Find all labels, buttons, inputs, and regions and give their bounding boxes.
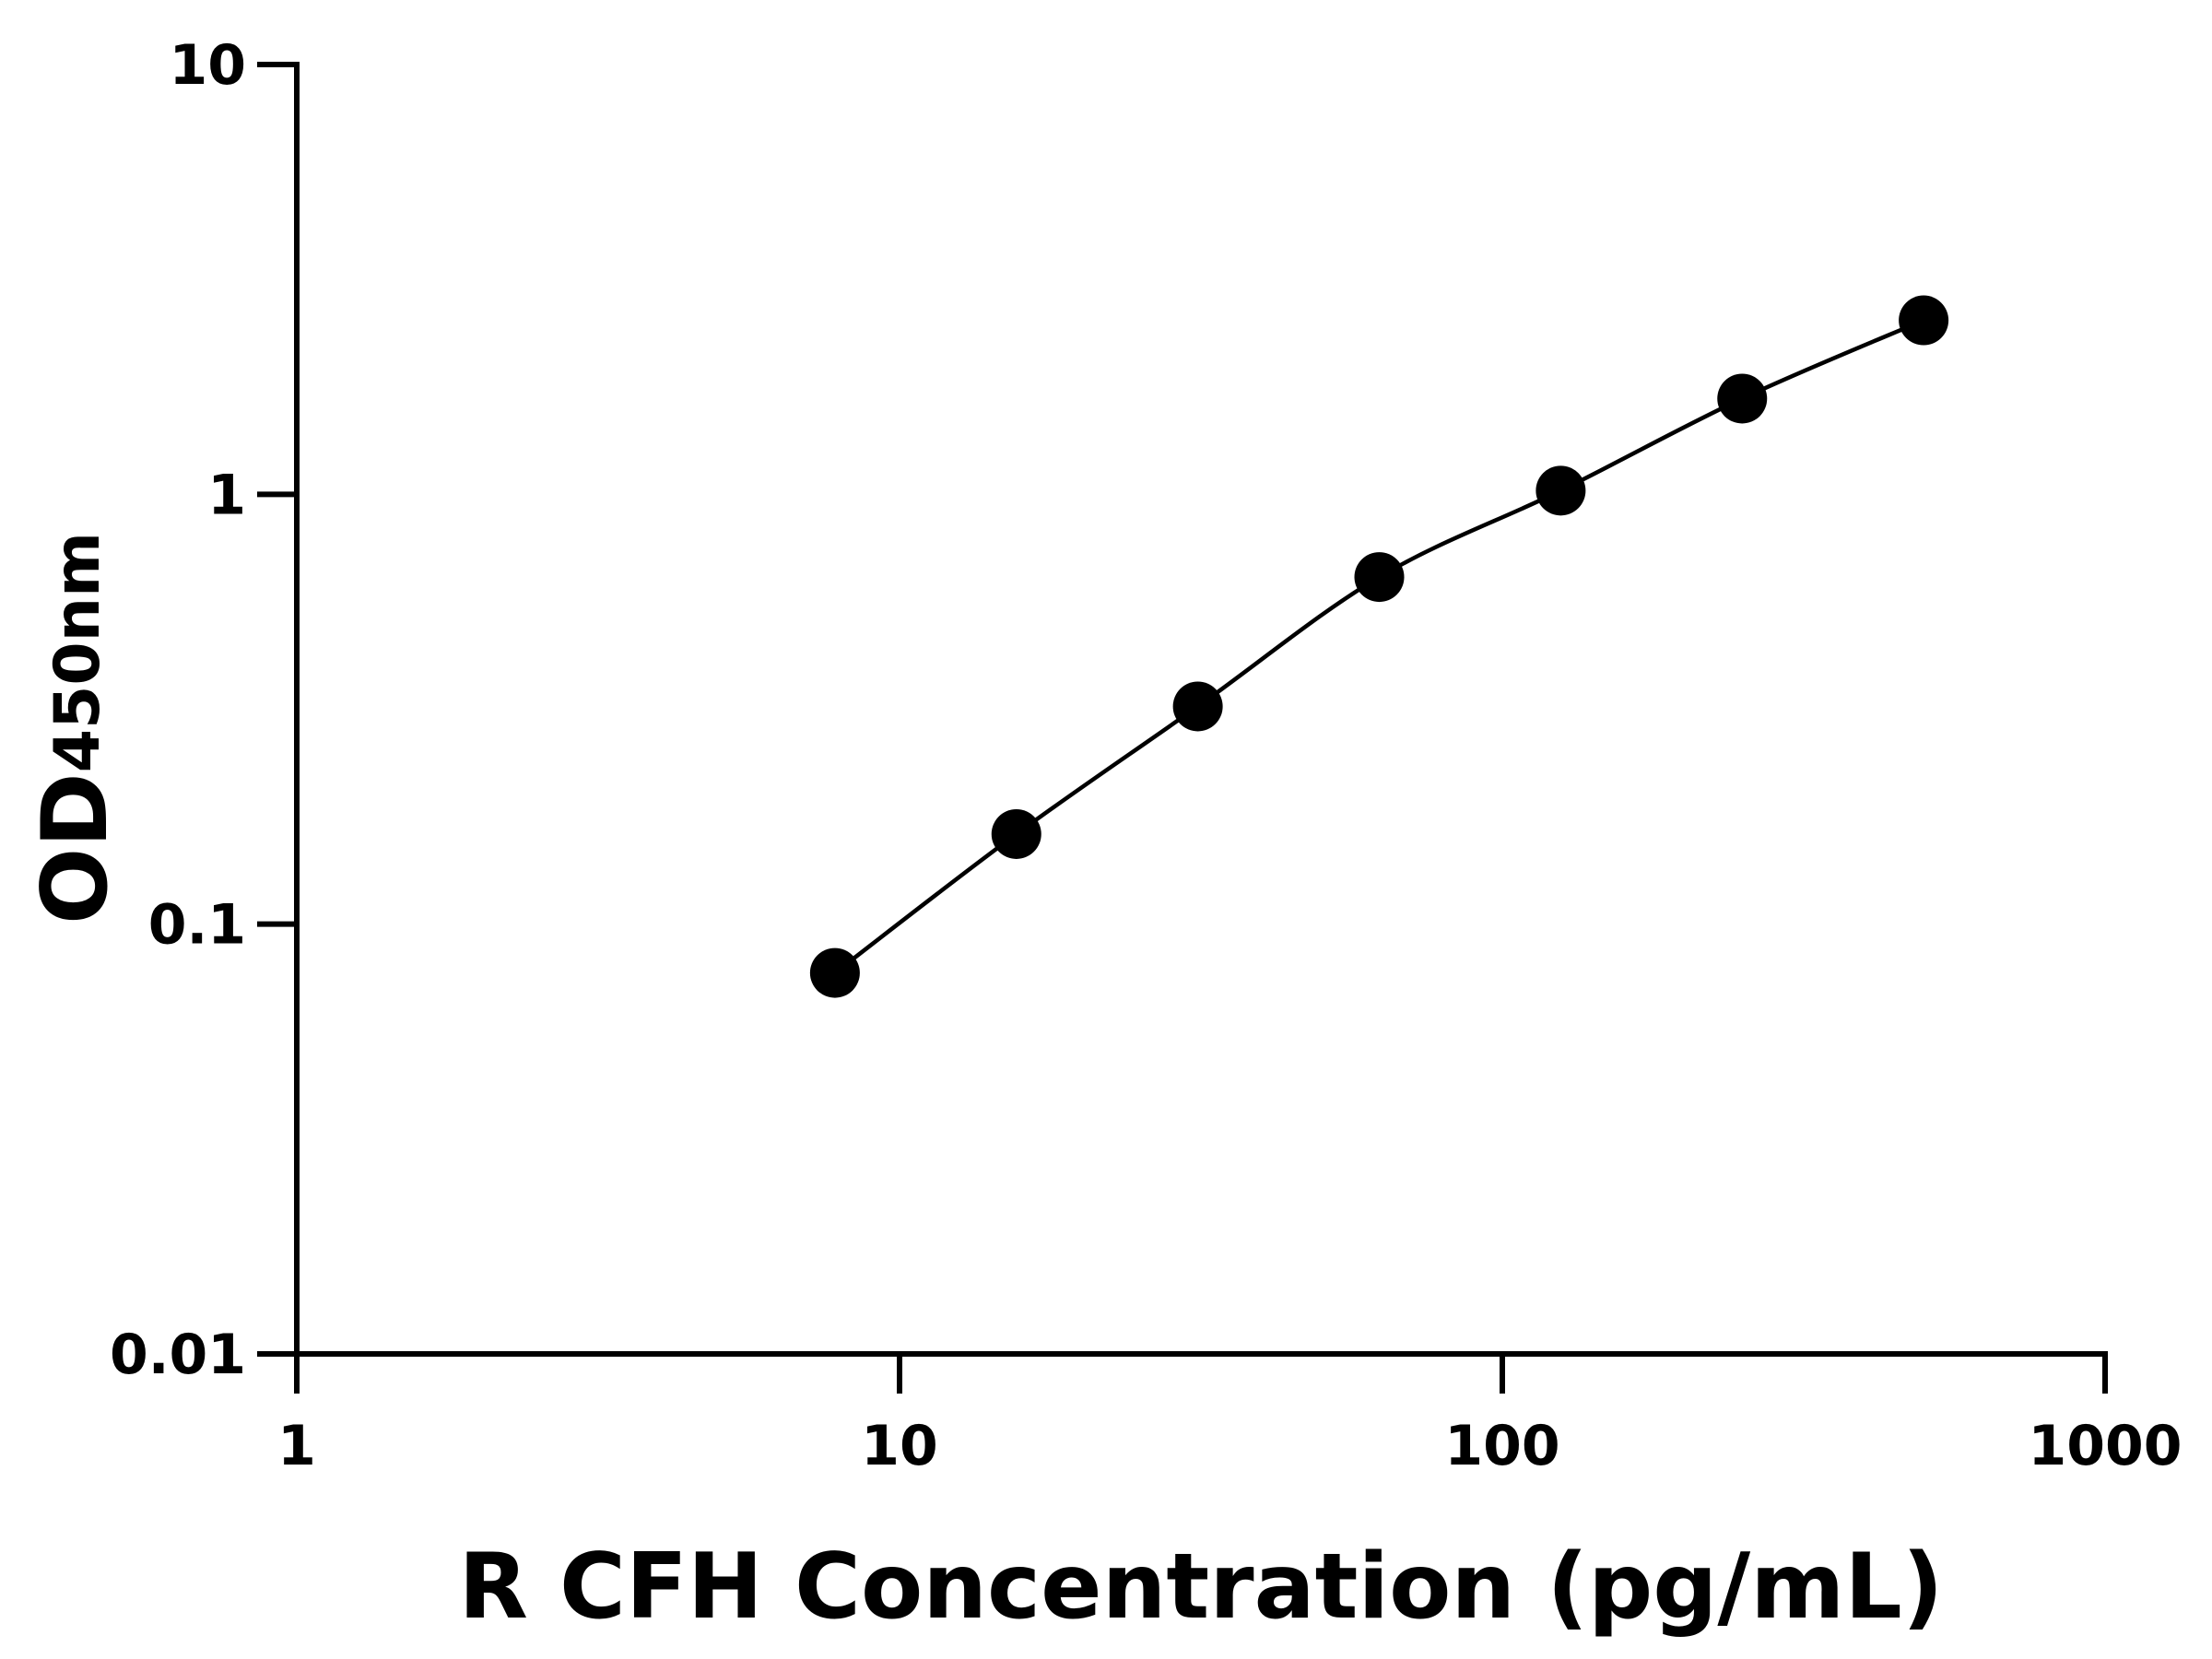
data-point bbox=[1354, 552, 1405, 603]
y-tick-label: 0.1 bbox=[148, 893, 246, 958]
x-tick-label: 100 bbox=[1444, 1414, 1559, 1478]
y-tick-label: 1 bbox=[207, 463, 246, 527]
y-axis-title-main: OD bbox=[23, 772, 128, 924]
y-axis-title-subscript: 450nm bbox=[41, 532, 114, 772]
y-tick-label: 0.01 bbox=[110, 1323, 246, 1387]
data-point bbox=[991, 808, 1041, 859]
data-point bbox=[1717, 373, 1768, 424]
y-tick-label: 10 bbox=[170, 33, 247, 98]
x-axis-title: R CFH Concentration (pg/mL) bbox=[458, 1535, 1943, 1640]
fit-curve bbox=[833, 318, 1925, 975]
x-tick-label: 1000 bbox=[2029, 1414, 2183, 1478]
data-point bbox=[809, 947, 860, 998]
x-tick-label: 10 bbox=[861, 1414, 938, 1478]
data-point bbox=[1899, 295, 1949, 346]
x-tick-label: 1 bbox=[277, 1414, 316, 1478]
data-point bbox=[1172, 681, 1223, 732]
data-point bbox=[1535, 465, 1586, 516]
y-axis-title: OD450nm bbox=[23, 532, 128, 924]
